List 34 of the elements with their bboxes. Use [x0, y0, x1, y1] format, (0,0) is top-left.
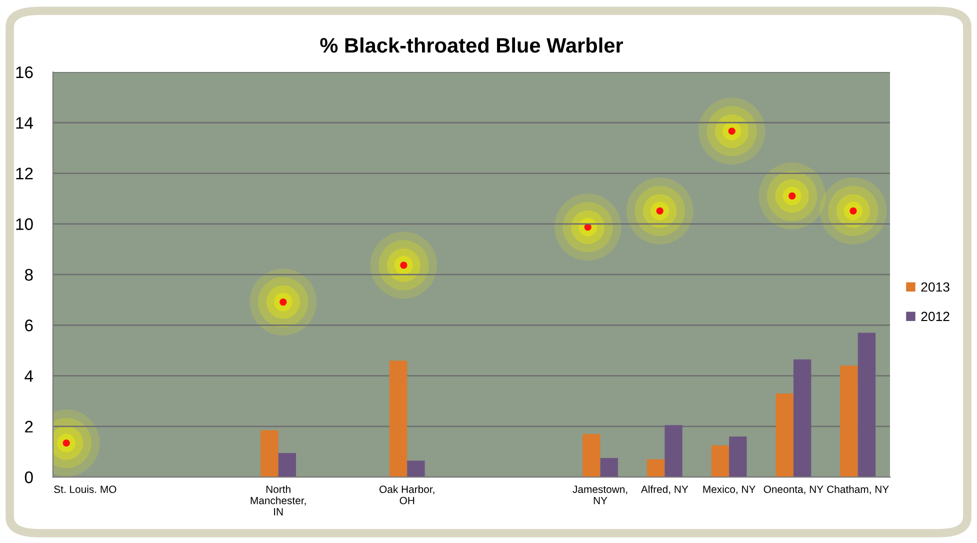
bar [711, 445, 730, 478]
bar [260, 430, 278, 478]
bar [389, 360, 408, 478]
x-tick-label: North Manchester, IN [250, 485, 306, 516]
bar [793, 359, 812, 478]
x-tick-label: Alfred, NY [640, 485, 688, 494]
x-tick-label: Oneonta, NY [764, 486, 824, 494]
y-tick-label: 0 [24, 471, 33, 484]
y-tick-label: 10 [16, 218, 33, 230]
bar [646, 459, 665, 478]
y-tick-label: 6 [25, 320, 33, 332]
x-tick-label: St. Louis. MO [54, 485, 116, 494]
x-tick-label: Jamestown, NY [572, 486, 628, 504]
x-tick-label: Chatham, NY [827, 485, 889, 494]
bar [278, 452, 296, 478]
y-tick-label: 14 [16, 117, 34, 129]
bar [600, 458, 618, 478]
y-tick-label: 16 [16, 66, 33, 78]
chart-title: % Black-throated Blue Warbler [320, 37, 624, 53]
x-tick-label: Mexico, NY [703, 485, 756, 494]
y-tick-label: 2 [25, 420, 33, 432]
bar [776, 393, 794, 478]
x-tick-label: Oak Harbor, OH [380, 485, 434, 504]
bar [407, 460, 425, 478]
y-tick-label: 12 [16, 168, 33, 180]
y-tick-label: 4 [24, 370, 34, 382]
legend-label: 2012 [921, 312, 950, 322]
bar [729, 436, 747, 478]
legend-label: 2013 [921, 282, 950, 292]
bar [858, 332, 876, 478]
bar [582, 434, 600, 478]
y-tick-label: 8 [24, 268, 33, 281]
bar [840, 366, 858, 478]
bar [664, 425, 682, 478]
